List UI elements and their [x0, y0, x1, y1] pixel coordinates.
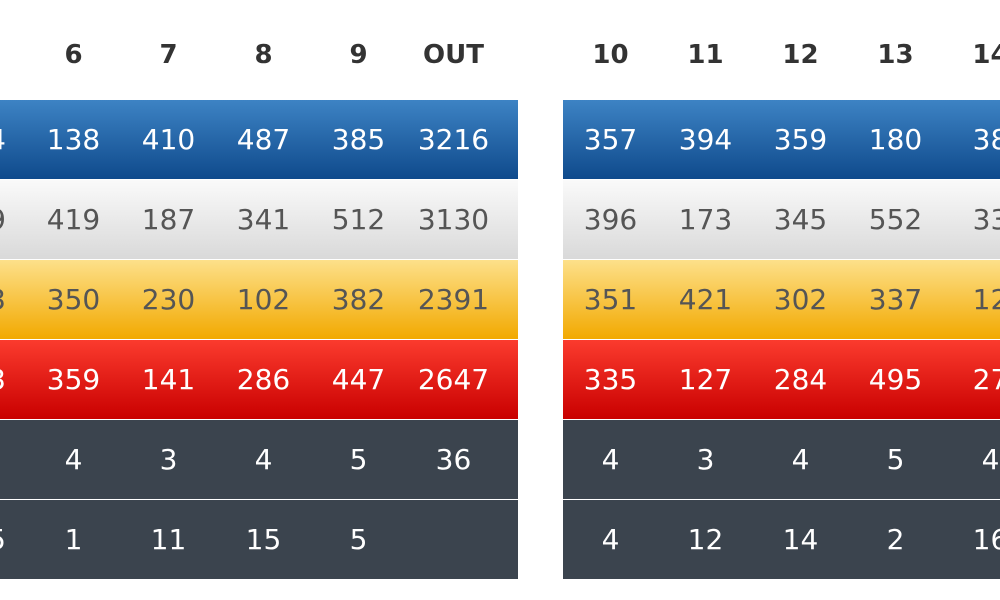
score-cell: 38 — [972, 123, 1000, 156]
score-cell: 350 — [46, 283, 101, 316]
score-row: 9 419 187 341 512 3130 — [0, 180, 518, 259]
score-cell: 180 — [868, 123, 923, 156]
score-cell: 385 — [331, 123, 386, 156]
score-cell: 394 — [678, 123, 733, 156]
score-cell: 284 — [773, 363, 828, 396]
score-cell: 357 — [583, 123, 638, 156]
column-header: 11 — [687, 40, 724, 70]
score-cell: 2647 — [417, 363, 490, 396]
cut-cell: 3 — [0, 260, 6, 339]
column-header: 8 — [254, 40, 273, 70]
score-cell: 2391 — [417, 283, 490, 316]
score-cell: 4 — [981, 443, 1000, 476]
score-cell: 5 — [886, 443, 905, 476]
score-cell: 138 — [46, 123, 101, 156]
score-cell: 421 — [678, 283, 733, 316]
score-cell: 341 — [236, 203, 291, 236]
column-header: 10 — [592, 40, 629, 70]
score-cell: 487 — [236, 123, 291, 156]
cut-cell: 4 — [0, 100, 6, 179]
score-cell: 3130 — [417, 203, 490, 236]
score-cell: 5 — [349, 523, 368, 556]
score-cell: 3 — [696, 443, 715, 476]
score-cell: 4 — [601, 523, 620, 556]
score-cell: 187 — [141, 203, 196, 236]
score-cell: 345 — [773, 203, 828, 236]
cut-cell: 3 — [0, 340, 6, 419]
score-cell: 382 — [331, 283, 386, 316]
score-cell: 1 — [64, 523, 83, 556]
score-cell: 351 — [583, 283, 638, 316]
score-row: 3 359 141 286 447 2647 — [0, 340, 518, 419]
score-cell: 4 — [791, 443, 810, 476]
cut-cell: 5 — [0, 500, 6, 579]
score-cell: 4 — [254, 443, 273, 476]
score-cell: 4 — [601, 443, 620, 476]
score-row: 335 127 284 495 27 — [563, 340, 1000, 419]
score-row: 5111155 — [0, 500, 518, 579]
score-cell: 495 — [868, 363, 923, 396]
score-row: 357 394 359 180 38 — [563, 100, 1000, 179]
column-header: 13 — [877, 40, 914, 70]
column-header: 12 — [782, 40, 819, 70]
score-cell: 173 — [678, 203, 733, 236]
score-cell: 12 — [972, 283, 1000, 316]
score-cell: 512 — [331, 203, 386, 236]
score-cell: 447 — [331, 363, 386, 396]
score-cell: 102 — [236, 283, 291, 316]
score-cell: 335 — [583, 363, 638, 396]
score-cell: 3216 — [417, 123, 490, 156]
score-cell: 4 — [64, 443, 83, 476]
score-cell: 27 — [972, 363, 1000, 396]
score-cell: 419 — [46, 203, 101, 236]
score-cell: 396 — [583, 203, 638, 236]
column-header: 14 — [972, 40, 1000, 70]
score-cell: 12 — [687, 523, 724, 556]
score-row: 4 138 410 487 385 3216 — [0, 100, 518, 179]
score-cell: 2 — [886, 523, 905, 556]
score-cell: 552 — [868, 203, 923, 236]
score-row: 4 12 14 2 16 — [563, 500, 1000, 579]
score-cell: 5 — [349, 443, 368, 476]
score-cell: 337 — [868, 283, 923, 316]
score-cell: 302 — [773, 283, 828, 316]
score-row: 396 173 345 552 33 — [563, 180, 1000, 259]
score-row: 3 350 230 102 382 2391 — [0, 260, 518, 339]
score-cell: 33 — [972, 203, 1000, 236]
column-header: 6 — [64, 40, 83, 70]
column-header: 7 — [159, 40, 178, 70]
score-cell: 359 — [46, 363, 101, 396]
score-row: 351 421 302 337 12 — [563, 260, 1000, 339]
score-cell: 14 — [782, 523, 819, 556]
score-cell: 36 — [435, 443, 472, 476]
score-cell: 359 — [773, 123, 828, 156]
score-row: 4 3 4 5 36 — [0, 420, 518, 499]
score-cell: 15 — [245, 523, 282, 556]
cut-cell: 9 — [0, 180, 6, 259]
column-header: 9 — [349, 40, 368, 70]
score-cell: 286 — [236, 363, 291, 396]
score-cell: 16 — [972, 523, 1000, 556]
score-cell: 230 — [141, 283, 196, 316]
column-header: OUT — [423, 40, 484, 70]
score-cell: 141 — [141, 363, 196, 396]
score-cell: 410 — [141, 123, 196, 156]
score-cell: 127 — [678, 363, 733, 396]
score-cell: 3 — [159, 443, 178, 476]
score-cell: 11 — [150, 523, 187, 556]
score-row: 4 3 4 5 4 — [563, 420, 1000, 499]
